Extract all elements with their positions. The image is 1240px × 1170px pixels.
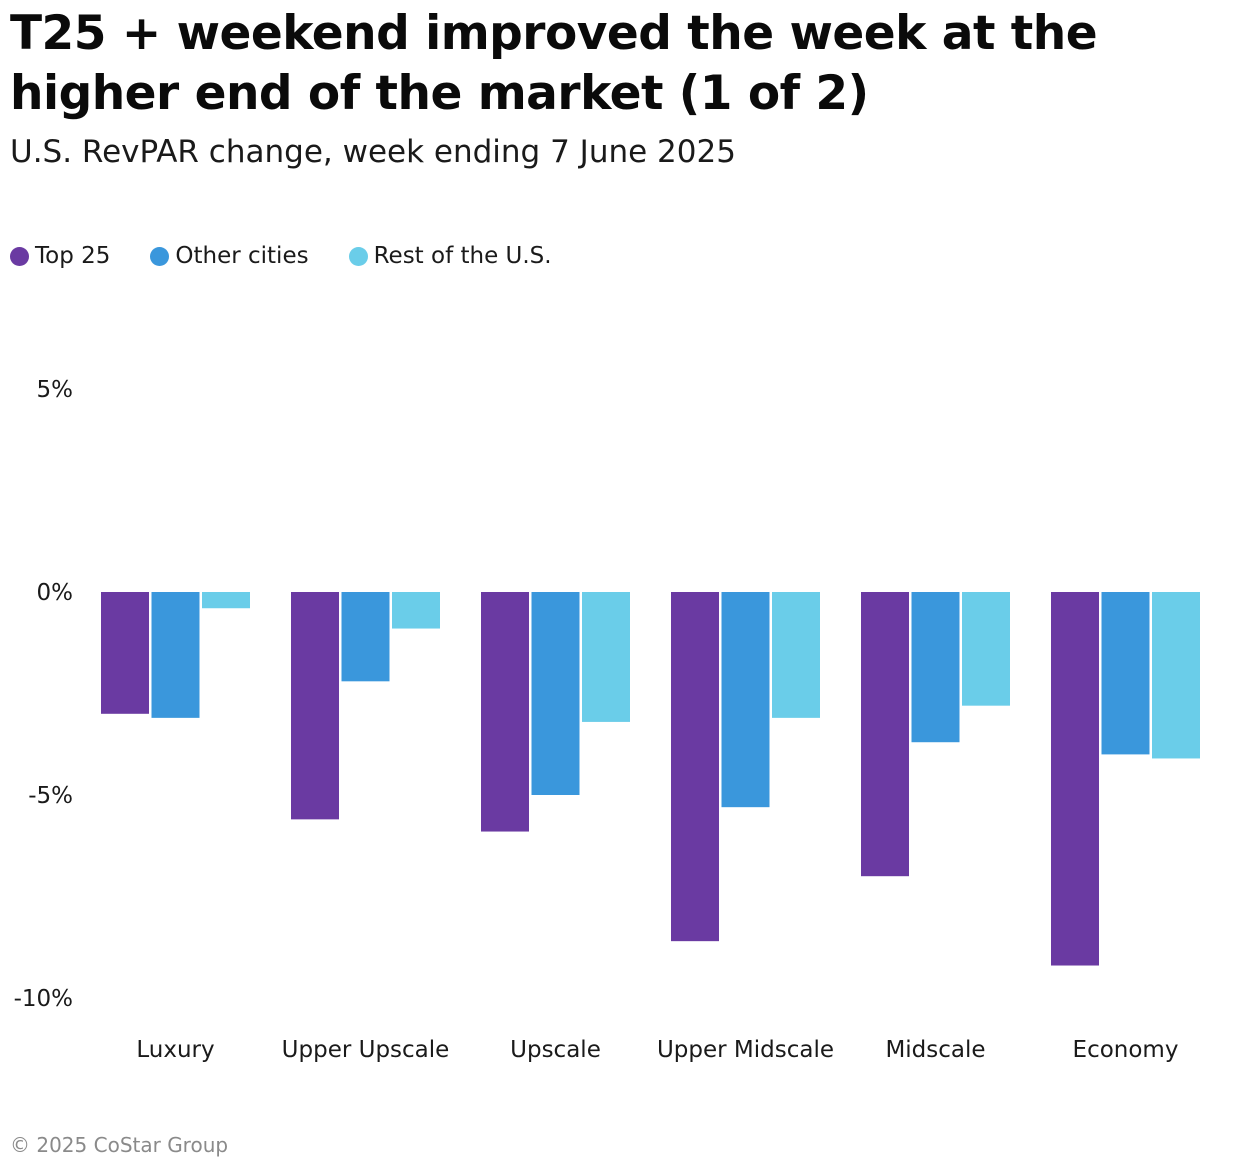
bar-upper-upscale-other-cities [341,592,390,682]
chart-title: T25 + weekend improved the week at the h… [10,6,1098,121]
bar-upper-midscale-top-25 [671,592,719,942]
y-tick-label-5: 5% [37,377,74,403]
legend-swatch-rest-of-us [348,246,368,266]
bar-upscale-other-cities [531,592,580,795]
x-axis: Luxury Upper Upscale Upscale Upper Midscale… [136,1037,1178,1063]
x-tick-label-midscale: Midscale [885,1037,985,1063]
legend-swatch-other-cities [150,246,170,266]
x-tick-label-luxury: Luxury [136,1037,214,1063]
y-tick-label-5: -5% [28,783,73,809]
chart-legend: Top 25 Other cities Rest of the U.S. [10,240,592,272]
y-axis: 5% 0% -5% -10% [14,377,73,1012]
legend-swatch-top-25 [10,246,29,266]
bar-luxury-top-25 [101,592,149,714]
legend-item-other-cities: Other cities [150,243,309,269]
bar-economy-other-cities [1101,592,1150,755]
legend-item-rest-of-us: Rest of the U.S. [348,243,552,269]
bar-upper-upscale-top-25 [291,592,339,820]
bar-group [101,592,1200,966]
bar-chart: 5% 0% -5% -10% Luxury Upper Upscale Upscale Up… [14,377,1200,1063]
bar-midscale-rest-of-the-u-s [962,592,1010,706]
x-tick-label-upscale: Upscale [510,1037,601,1063]
legend-label-other-cities: Other cities [175,243,309,269]
x-tick-label-upper-upscale: Upper Upscale [282,1037,450,1063]
bar-upper-midscale-rest-of-the-u-s [772,592,820,718]
legend-label-top-25: Top 25 [35,243,111,269]
x-tick-label-upper-midscale: Upper Midscale [657,1037,834,1063]
legend-label-rest-of-us: Rest of the U.S. [373,243,552,269]
bar-upscale-top-25 [481,592,529,832]
y-tick-label-0: 0% [37,580,74,606]
legend-item-top-25: Top 25 [10,243,110,269]
bar-luxury-rest-of-the-u-s [202,592,250,609]
bar-economy-rest-of-the-u-s [1152,592,1200,759]
bar-economy-top-25 [1051,592,1099,966]
chart-subtitle: U.S. RevPAR change, week ending 7 June 2… [10,134,736,170]
bar-upper-upscale-rest-of-the-u-s [392,592,440,629]
y-tick-label-10: -10% [14,986,73,1012]
bar-upscale-rest-of-the-u-s [582,592,630,722]
bar-midscale-other-cities [911,592,960,743]
x-tick-label-economy: Economy [1073,1037,1179,1063]
copyright-footer: © 2025 CoStar Group [10,1133,229,1157]
bar-luxury-other-cities [151,592,200,718]
bar-upper-midscale-other-cities [721,592,770,808]
bar-midscale-top-25 [861,592,909,877]
